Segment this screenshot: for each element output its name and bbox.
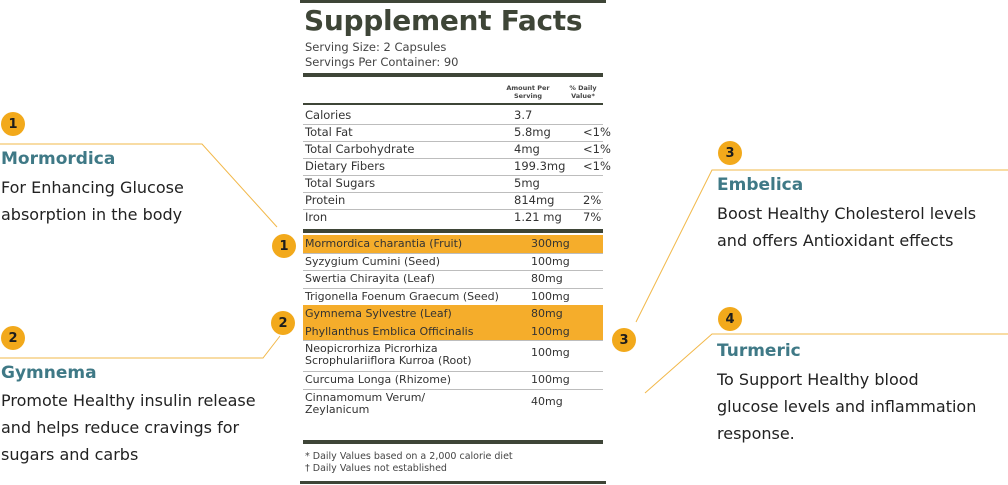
annotation-1-line: For Enhancing Glucose [1, 178, 184, 197]
thick-divider [303, 440, 603, 444]
servings-per-container: Servings Per Container: 90 [305, 55, 459, 69]
annotation-2-line: and helps reduce cravings for [1, 418, 240, 437]
ingredient-row: Syzygium Cumini (Seed) 100mg [303, 253, 603, 271]
thick-divider [303, 73, 603, 77]
panel-marker-1: 1 [272, 234, 296, 258]
annotation-3-badge: 3 [718, 141, 742, 165]
annotation-4-text: To Support Healthy blood glucose levels … [717, 366, 976, 447]
ingredient-row: Gymnema Sylvestre (Leaf) 80mg [303, 305, 603, 324]
ingredient-name: Cinnamomum Verum/ Zeylanicum [305, 390, 426, 416]
serving-size: Serving Size: 2 Capsules [305, 40, 447, 54]
nutrient-amount: 1.21 mg [514, 210, 562, 224]
annotation-4-title: Turmeric [717, 341, 801, 361]
ingredient-row: Swertia Chirayita (Leaf) 80mg [303, 270, 603, 289]
annotation-1-text: For Enhancing Glucose absorption in the … [1, 174, 184, 228]
annotation-4-line: glucose levels and inflammation [717, 397, 977, 416]
ingredient-amount: 100mg [531, 373, 570, 386]
ingredient-row: Mormordica charantia (Fruit) 300mg [303, 235, 603, 254]
ingredient-amount: 100mg [531, 254, 570, 268]
thick-divider [303, 229, 603, 233]
ingredient-amount: 100mg [531, 289, 570, 303]
nutrient-amount: 5.8mg [514, 125, 551, 139]
nutrient-name: Calories [305, 108, 352, 122]
nutrient-amount: 5mg [514, 176, 540, 190]
ingredient-row: Neopicrorhiza Picrorhiza Scrophulariiflo… [303, 340, 603, 372]
ingredient-row: Curcuma Longa (Rhizome) 100mg [303, 371, 603, 390]
ingredient-name: Syzygium Cumini (Seed) [305, 254, 441, 268]
ingredient-amount: 300mg [531, 237, 570, 250]
nutrient-row: Total Carbohydrate 4mg <1% [303, 141, 611, 159]
nutrient-name: Total Carbohydrate [305, 142, 415, 156]
ingredient-row: Trigonella Foenum Graecum (Seed) 100mg [303, 288, 603, 306]
annotation-2-title: Gymnema [1, 363, 97, 383]
nutrient-daily-value: <1% [583, 142, 611, 156]
annotation-4-line: To Support Healthy blood [717, 370, 919, 389]
panel-bottom-rule [300, 481, 606, 484]
annotation-2-line: sugars and carbs [1, 445, 139, 464]
annotation-3-line: and offers Antioxidant effects [717, 231, 954, 250]
nutrient-row: Total Sugars 5mg [303, 175, 603, 193]
header-divider [303, 103, 603, 105]
nutrient-row: Protein 814mg 2% [303, 192, 603, 210]
nutrient-amount: 814mg [514, 193, 555, 207]
ingredient-name: Mormordica charantia (Fruit) [305, 237, 463, 250]
annotation-2-text: Promote Healthy insulin release and help… [1, 387, 256, 468]
panel-marker-2: 2 [271, 311, 295, 335]
annotation-2-line: Promote Healthy insulin release [1, 391, 256, 410]
ingredient-amount: 80mg [531, 307, 563, 320]
nutrient-daily-value: <1% [583, 125, 611, 139]
footnote-not-established: † Daily Values not established [305, 463, 447, 474]
annotation-4-badge: 4 [718, 307, 742, 331]
ingredient-name: Swertia Chirayita (Leaf) [305, 272, 435, 285]
col-head-daily-value: % Daily Value* [569, 84, 597, 100]
leader-line-2 [0, 335, 281, 359]
ingredient-row: Cinnamomum Verum/ Zeylanicum 40mg [303, 389, 603, 420]
col-head-amount: Amount Per Serving [506, 84, 550, 100]
footnote-daily-values: * Daily Values based on a 2,000 calorie … [305, 451, 513, 462]
annotation-1-badge: 1 [1, 112, 25, 136]
leader-line-4 [644, 333, 1008, 394]
ingredient-name: Phyllanthus Emblica Officinalis [305, 324, 474, 338]
leader-line-3 [635, 169, 1008, 323]
ingredient-name: Trigonella Foenum Graecum (Seed) [305, 289, 499, 303]
ingredient-amount: 100mg [531, 346, 570, 359]
panel-top-rule [300, 0, 606, 3]
annotation-3-title: Embelica [717, 175, 804, 195]
ingredient-name: Neopicrorhiza Picrorhiza Scrophulariiflo… [305, 342, 472, 367]
leader-line-1 [0, 143, 278, 228]
panel-marker-3: 3 [612, 328, 636, 352]
annotation-3-line: Boost Healthy Cholesterol levels [717, 204, 977, 223]
nutrient-row: Dietary Fibers 199.3mg <1% [303, 158, 611, 176]
annotation-3-text: Boost Healthy Cholesterol levels and off… [717, 200, 976, 254]
supplement-facts-panel: Supplement Facts Serving Size: 2 Capsule… [300, 0, 611, 485]
annotation-4-line: response. [717, 424, 795, 443]
ingredient-row: Phyllanthus Emblica Officinalis 100mg [303, 322, 603, 341]
ingredient-amount: 100mg [531, 324, 570, 338]
nutrient-row: Total Fat 5.8mg <1% [303, 124, 611, 142]
ingredient-name: Gymnema Sylvestre (Leaf) [305, 307, 452, 320]
nutrient-name: Total Sugars [305, 176, 376, 190]
nutrient-amount: 3.7 [514, 108, 533, 122]
ingredient-amount: 80mg [531, 272, 563, 285]
nutrient-name: Total Fat [305, 125, 353, 139]
nutrient-name: Iron [305, 210, 328, 224]
nutrient-amount: 199.3mg [514, 159, 566, 173]
nutrient-row: Calories 3.7 [303, 107, 603, 125]
ingredient-amount: 40mg [531, 394, 563, 408]
nutrient-name: Protein [305, 193, 346, 207]
nutrient-name: Dietary Fibers [305, 159, 385, 173]
nutrient-daily-value: <1% [583, 159, 611, 173]
nutrient-daily-value: 2% [583, 193, 602, 207]
nutrient-amount: 4mg [514, 142, 540, 156]
panel-title: Supplement Facts [304, 4, 583, 37]
annotation-1-title: Mormordica [1, 149, 116, 169]
nutrient-daily-value: 7% [583, 210, 602, 224]
annotation-2-badge: 2 [1, 326, 25, 350]
ingredient-name: Curcuma Longa (Rhizome) [305, 373, 452, 386]
nutrient-row: Iron 1.21 mg 7% [303, 209, 603, 226]
annotation-1-line: absorption in the body [1, 205, 183, 224]
